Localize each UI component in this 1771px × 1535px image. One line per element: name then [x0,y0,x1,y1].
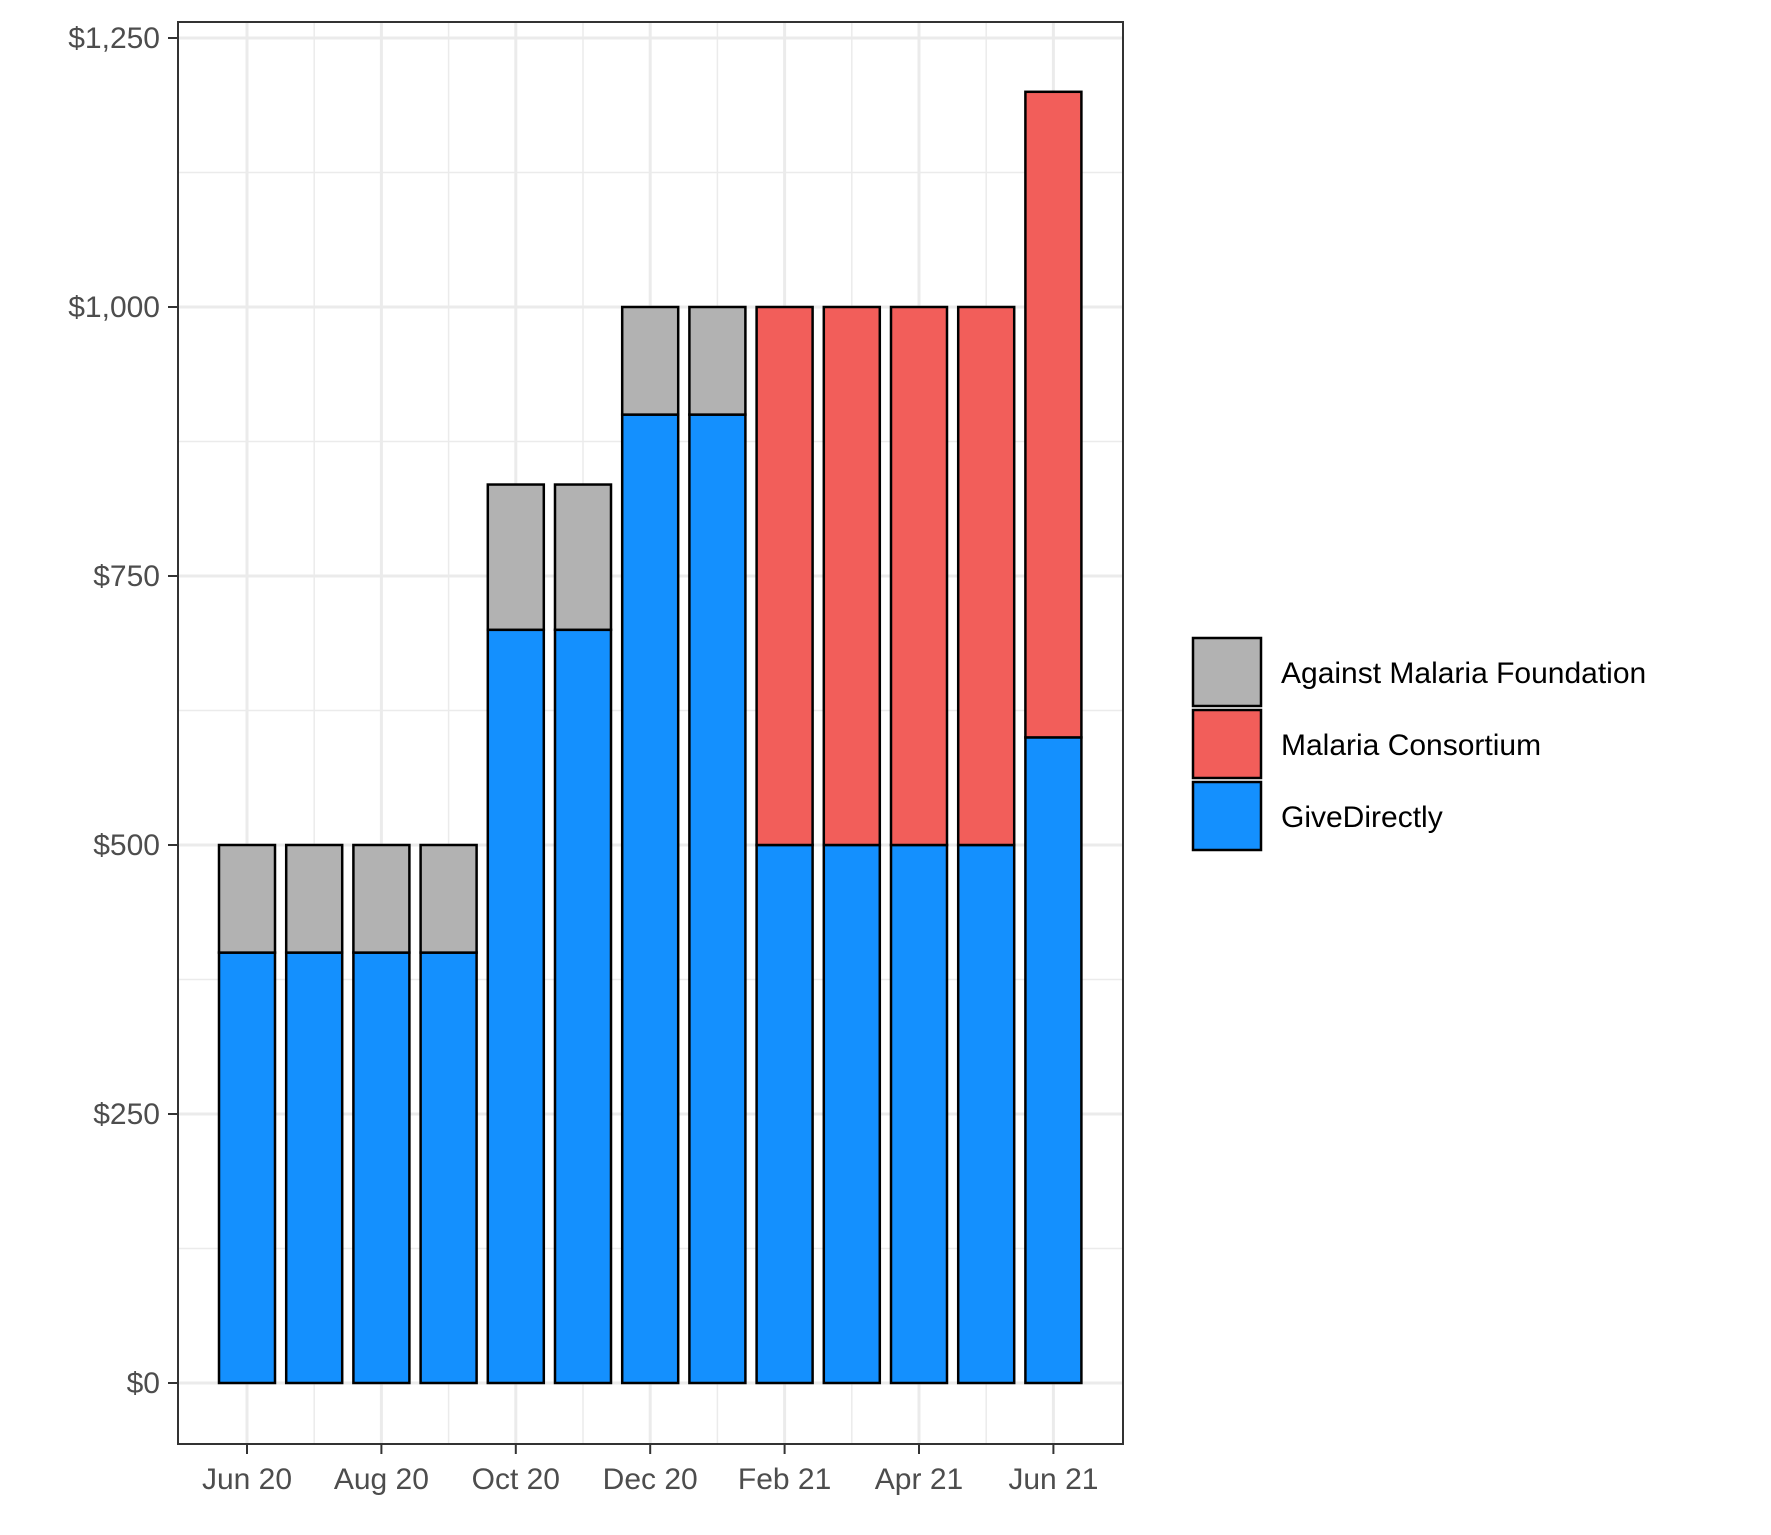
x-axis: Jun 20 Aug 20 Oct 20 Dec 20 Feb 21 Apr 21 Jun … [202,1444,1098,1496]
bars [217,90,1083,1385]
y-tick-label: $500 [93,829,160,862]
bar-givedirectly-mar-21 [822,843,882,1385]
x-tick-label: Feb 21 [738,1463,831,1496]
bar-givedirectly-jun-20 [217,951,277,1385]
bar-givedirectly-oct-20 [486,628,546,1385]
bar-malaria-consortium-apr-21 [889,305,949,847]
legend-key-malaria-consortium [1191,708,1263,780]
legend-label-givedirectly: GiveDirectly [1281,801,1443,834]
bar-against-malaria-foundation-sep-20 [419,843,478,954]
x-tick-label: Dec 20 [603,1463,698,1496]
bar-against-malaria-foundation-dec-20 [620,305,680,416]
bar-malaria-consortium-feb-21 [755,305,814,847]
y-tick-label: $750 [93,560,160,593]
bar-malaria-consortium-mar-21 [822,305,882,847]
legend-label-against-malaria-foundation: Against Malaria Foundation [1281,657,1646,690]
x-tick-label: Oct 20 [472,1463,560,1496]
legend-label-malaria-consortium: Malaria Consortium [1281,729,1541,762]
bar-givedirectly-apr-21 [889,843,949,1385]
bar-against-malaria-foundation-jul-20 [284,843,344,954]
bar-givedirectly-nov-20 [553,628,613,1385]
bar-malaria-consortium-jun-21 [1024,90,1083,739]
y-axis: $0 $250 $500 $750 $1,000 $1,250 [68,22,178,1400]
bar-givedirectly-feb-21 [755,843,814,1385]
bar-against-malaria-foundation-jun-20 [217,843,277,954]
y-tick-label: $1,250 [68,22,160,55]
bar-givedirectly-may-21 [956,843,1016,1385]
x-tick-label: Jun 21 [1008,1463,1098,1496]
bar-givedirectly-jul-20 [284,951,344,1385]
bar-givedirectly-aug-20 [352,951,411,1385]
bar-malaria-consortium-may-21 [956,305,1016,847]
y-tick-label: $250 [93,1098,160,1131]
x-tick-label: Aug 20 [334,1463,429,1496]
bar-givedirectly-sep-20 [419,951,478,1385]
bar-against-malaria-foundation-oct-20 [486,483,546,632]
bar-givedirectly-jun-21 [1024,736,1083,1385]
y-tick-label: $1,000 [68,291,160,324]
legend: Against Malaria Foundation Malaria Consor… [1191,636,1646,852]
legend-key-against-malaria-foundation [1191,636,1263,708]
x-tick-label: Jun 20 [202,1463,292,1496]
bar-givedirectly-jan-21 [688,413,747,1385]
bar-against-malaria-foundation-aug-20 [352,843,411,954]
bar-against-malaria-foundation-jan-21 [688,305,747,416]
x-tick-label: Apr 21 [875,1463,963,1496]
legend-key-givedirectly [1191,780,1263,852]
y-tick-label: $0 [127,1367,160,1400]
bar-against-malaria-foundation-nov-20 [553,483,613,632]
bar-givedirectly-dec-20 [620,413,680,1385]
